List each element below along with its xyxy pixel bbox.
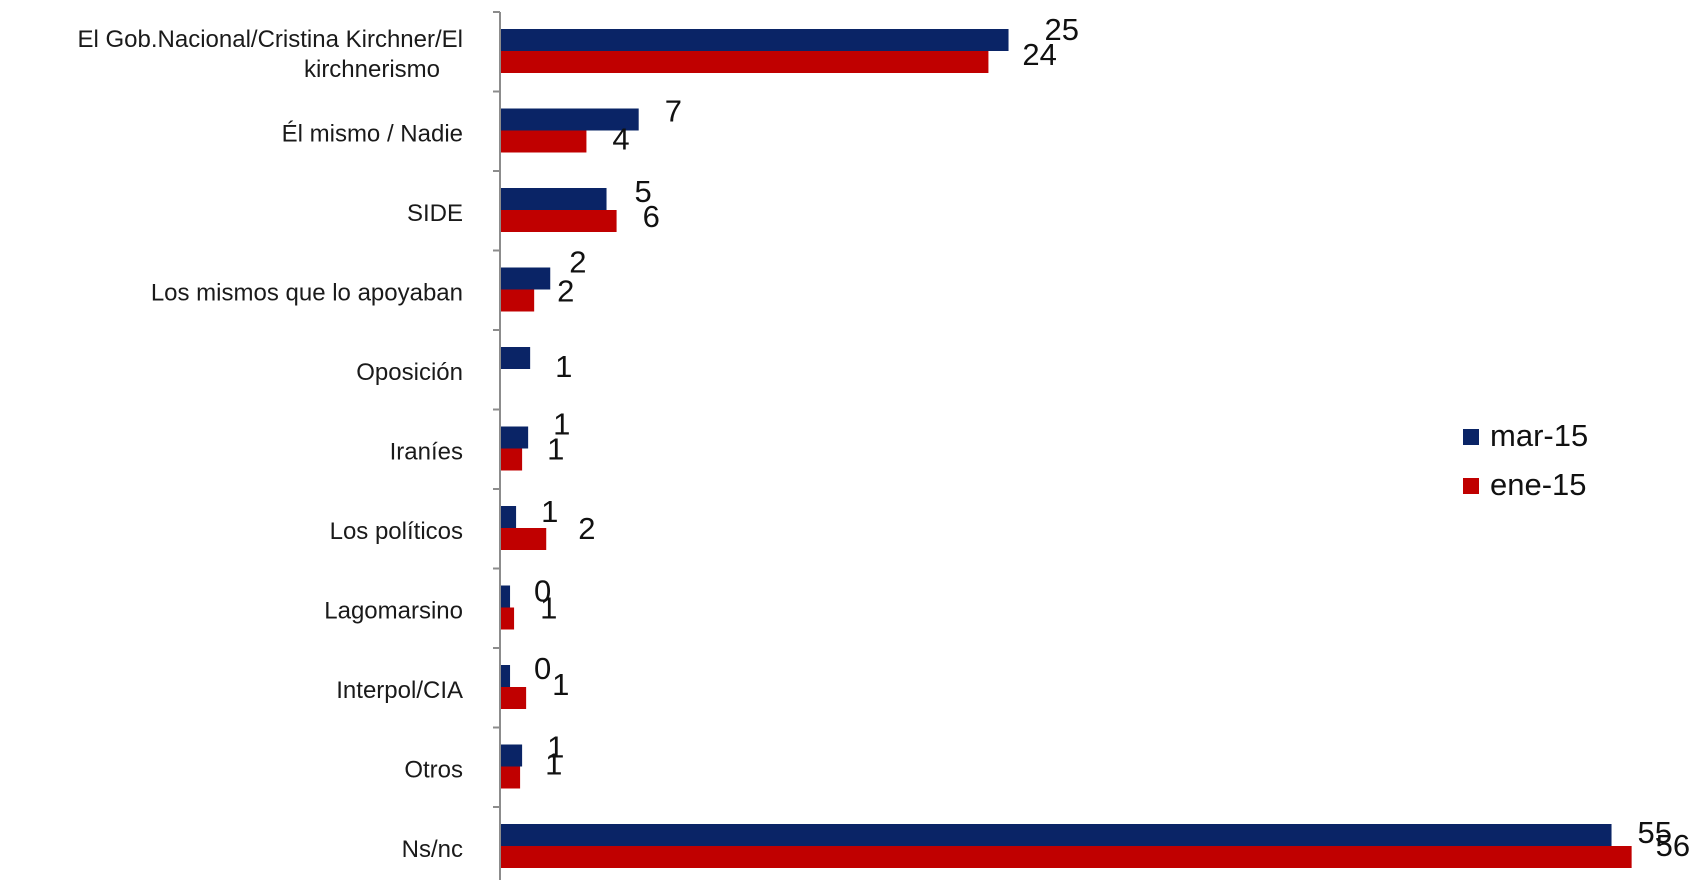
bar-mar-15-otros bbox=[500, 744, 523, 767]
legend-label-ene-15: ene-15 bbox=[1490, 467, 1587, 502]
value-label-ene-15-ns-nc: 56 bbox=[1656, 828, 1690, 863]
bar-mar-15-ns-nc bbox=[500, 824, 1612, 846]
bar-ene-15-ns-nc bbox=[500, 846, 1632, 868]
bar-mar-15-oposicion bbox=[500, 347, 531, 369]
value-label-mar-15-oposicion: 1 bbox=[555, 349, 572, 384]
value-label-mar-15-iranies: 1 bbox=[553, 407, 570, 442]
value-label-mar-15-interpol-cia: 0 bbox=[534, 651, 551, 686]
value-label-ene-15-side: 6 bbox=[643, 199, 660, 234]
category-label-el-mismo-nadie: Él mismo / Nadie bbox=[282, 120, 463, 147]
legend-swatch-ene-15 bbox=[1463, 478, 1479, 494]
y-axis bbox=[493, 11, 501, 880]
category-labels: El Gob.Nacional/Cristina Kirchner/El kirc… bbox=[78, 26, 464, 863]
category-label-el-gob-nacional-cristina-kirchner-el-kirchnerismo-line-2: kirchnerismo bbox=[304, 56, 440, 83]
bar-ene-15-el-mismo-nadie bbox=[500, 130, 587, 153]
value-label-ene-15-lagomarsino: 1 bbox=[540, 591, 557, 626]
value-label-ene-15-otros: 1 bbox=[545, 747, 562, 782]
legend: mar-15 ene-15 bbox=[1463, 418, 1588, 502]
value-label-mar-15-el-mismo-nadie: 7 bbox=[665, 94, 682, 129]
bar-ene-15-side bbox=[500, 210, 617, 232]
category-label-side: SIDE bbox=[407, 200, 463, 227]
bar-mar-15-los-politicos bbox=[500, 506, 517, 528]
category-label-oposicion: Oposición bbox=[356, 359, 463, 386]
bar-mar-15-el-gob-nacional-cristina-kirchner-el-kirchnerismo bbox=[500, 29, 1009, 51]
bar-ene-15-otros bbox=[500, 766, 521, 789]
value-label-mar-15-otros: 1 bbox=[547, 730, 564, 765]
value-label-mar-15-side: 5 bbox=[635, 174, 652, 209]
category-label-los-mismos-que-lo-apoyaban: Los mismos que lo apoyaban bbox=[151, 279, 463, 306]
category-label-lagomarsino: Lagomarsino bbox=[324, 597, 463, 624]
bar-mar-15-iranies bbox=[500, 426, 529, 449]
bars-group bbox=[500, 29, 1632, 868]
bar-ene-15-los-politicos bbox=[500, 528, 547, 550]
legend-swatch-mar-15 bbox=[1463, 429, 1479, 445]
category-label-el-gob-nacional-cristina-kirchner-el-kirchnerismo-line-1: El Gob.Nacional/Cristina Kirchner/El bbox=[78, 26, 464, 53]
category-label-otros: Otros bbox=[404, 756, 463, 783]
value-label-ene-15-el-mismo-nadie: 4 bbox=[612, 122, 629, 157]
bar-mar-15-el-mismo-nadie bbox=[500, 108, 639, 131]
bar-ene-15-los-mismos-que-lo-apoyaban bbox=[500, 289, 535, 312]
value-label-mar-15-los-politicos: 1 bbox=[541, 494, 558, 529]
bar-mar-15-los-mismos-que-lo-apoyaban bbox=[500, 267, 551, 290]
bar-ene-15-interpol-cia bbox=[500, 687, 527, 709]
value-label-ene-15-los-politicos: 2 bbox=[578, 511, 595, 546]
category-label-ns-nc: Ns/nc bbox=[402, 836, 463, 863]
category-label-iranies: Iraníes bbox=[390, 438, 463, 465]
bar-ene-15-lagomarsino bbox=[500, 607, 515, 630]
bar-mar-15-interpol-cia bbox=[500, 665, 511, 687]
legend-label-mar-15: mar-15 bbox=[1490, 418, 1588, 453]
value-label-ene-15-interpol-cia: 1 bbox=[552, 667, 569, 702]
value-label-mar-15-lagomarsino: 0 bbox=[534, 574, 551, 609]
bar-mar-15-side bbox=[500, 188, 607, 210]
category-label-los-politicos: Los políticos bbox=[330, 518, 463, 545]
value-label-ene-15-los-mismos-que-lo-apoyaban: 2 bbox=[557, 274, 574, 309]
bar-ene-15-iranies bbox=[500, 448, 523, 471]
bar-ene-15-el-gob-nacional-cristina-kirchner-el-kirchnerismo bbox=[500, 51, 989, 73]
category-label-interpol-cia: Interpol/CIA bbox=[336, 677, 463, 704]
value-label-mar-15-ns-nc: 55 bbox=[1638, 815, 1672, 850]
value-label-mar-15-el-gob-nacional-cristina-kirchner-el-kirchnerismo: 25 bbox=[1045, 12, 1079, 47]
value-label-ene-15-el-gob-nacional-cristina-kirchner-el-kirchnerismo: 24 bbox=[1022, 37, 1056, 72]
bar-mar-15-lagomarsino bbox=[500, 585, 511, 608]
value-label-ene-15-iranies: 1 bbox=[547, 432, 564, 467]
value-label-mar-15-los-mismos-que-lo-apoyaban: 2 bbox=[569, 245, 586, 280]
